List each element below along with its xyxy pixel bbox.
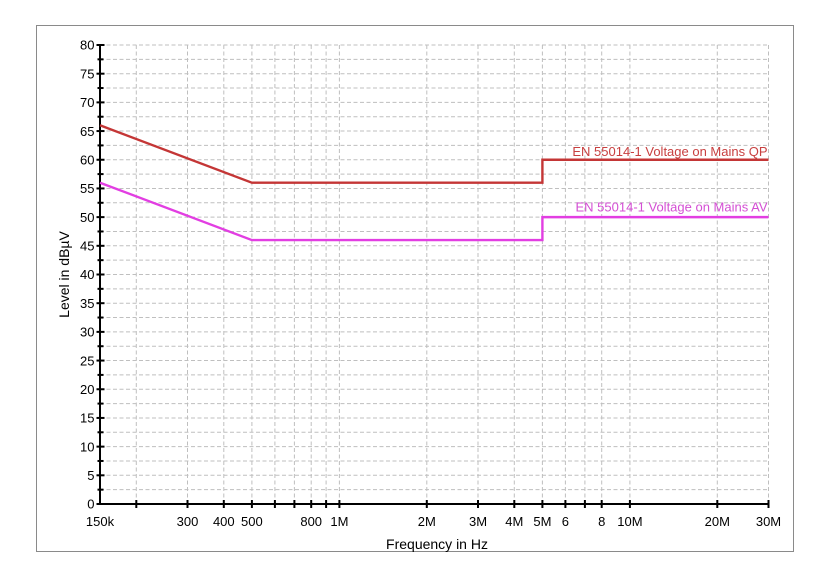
svg-text:75: 75 xyxy=(80,66,94,81)
svg-text:30: 30 xyxy=(80,325,94,340)
svg-text:8: 8 xyxy=(598,514,605,529)
svg-text:EN 55014-1 Voltage on Mains QP: EN 55014-1 Voltage on Mains QP xyxy=(572,144,767,159)
svg-text:1M: 1M xyxy=(330,514,348,529)
svg-text:10: 10 xyxy=(80,439,94,454)
svg-text:70: 70 xyxy=(80,95,94,110)
svg-text:15: 15 xyxy=(80,411,94,426)
svg-text:Frequency in Hz: Frequency in Hz xyxy=(386,536,488,552)
svg-text:EN 55014-1 Voltage on Mains AV: EN 55014-1 Voltage on Mains AV xyxy=(576,200,768,215)
svg-text:6: 6 xyxy=(562,514,569,529)
svg-text:55: 55 xyxy=(80,181,94,196)
svg-text:10M: 10M xyxy=(617,514,642,529)
svg-text:20M: 20M xyxy=(705,514,730,529)
svg-text:30M: 30M xyxy=(756,514,781,529)
svg-text:65: 65 xyxy=(80,124,94,139)
svg-text:20: 20 xyxy=(80,382,94,397)
svg-text:150k: 150k xyxy=(86,514,115,529)
svg-text:40: 40 xyxy=(80,267,94,282)
svg-text:800: 800 xyxy=(300,514,322,529)
svg-text:500: 500 xyxy=(241,514,263,529)
svg-text:2M: 2M xyxy=(418,514,436,529)
svg-text:4M: 4M xyxy=(505,514,523,529)
svg-text:Level in dBµV: Level in dBµV xyxy=(56,231,72,318)
svg-text:3M: 3M xyxy=(469,514,487,529)
svg-text:45: 45 xyxy=(80,239,94,254)
svg-text:25: 25 xyxy=(80,353,94,368)
svg-text:60: 60 xyxy=(80,152,94,167)
svg-text:300: 300 xyxy=(177,514,199,529)
svg-text:80: 80 xyxy=(80,38,94,53)
svg-text:50: 50 xyxy=(80,210,94,225)
svg-text:400: 400 xyxy=(213,514,235,529)
svg-text:35: 35 xyxy=(80,296,94,311)
svg-text:0: 0 xyxy=(87,497,94,512)
svg-text:5M: 5M xyxy=(533,514,551,529)
svg-text:5: 5 xyxy=(87,468,94,483)
